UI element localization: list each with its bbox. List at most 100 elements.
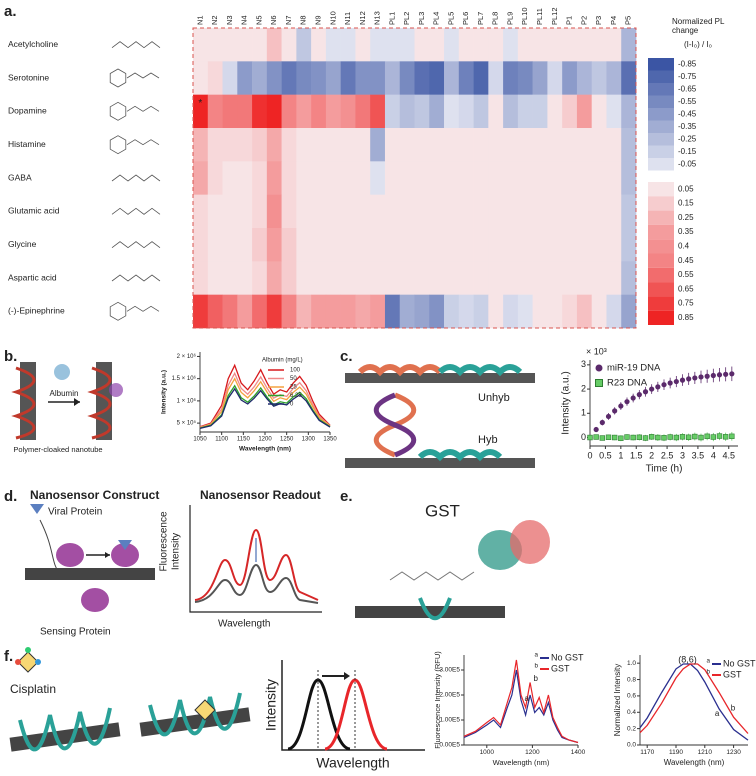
heatmap-cell [340,94,356,129]
legend-swatch [595,364,603,372]
heatmap-cell [370,294,386,329]
column-label: N5 [254,15,263,25]
panel-label: f. [4,648,13,665]
heatmap-cell [281,28,297,62]
panel-label: c. [340,348,353,365]
data-point [624,434,630,440]
x-tick-label: 1400 [571,749,586,756]
dna-strand [357,364,443,377]
cisplatin-icon [194,699,216,721]
heatmap-cell [621,261,637,295]
schematic-label: Hyb [478,434,498,446]
heatmap-cell [296,294,312,329]
heatmap-cell [281,261,297,295]
y-tick-label: 2.00E5 [439,692,460,699]
heatmap-cell [444,228,460,262]
heatmap-cell [532,94,548,129]
heatmap-cell [532,61,548,95]
y-tick-label: 2 [581,383,586,393]
sensing-protein [56,543,84,567]
heatmap-cell [281,228,297,262]
heatmap-cell [399,294,415,329]
data-point [673,434,680,441]
heatmap-cell [458,28,474,62]
heatmap-cell [325,294,341,329]
heatmap-cell [473,94,489,129]
heatmap-cell [193,161,209,195]
column-label: PL3 [417,12,426,25]
heatmap-cell [576,294,592,329]
column-label: P1 [565,16,574,25]
colorbar-label: 0.75 [678,299,694,308]
colorbar-swatch [648,296,674,311]
colorbar-label: -0.85 [678,59,697,68]
heatmap-cell [517,94,533,129]
heatmap-cell [429,28,445,62]
colorbar-swatch [648,239,674,254]
x-tick-label: 3 [680,450,685,460]
molecule-ring [109,101,127,121]
legend-label: GST [551,663,570,673]
heatmap-cell [384,294,401,329]
y-tick-label: 0.6 [627,693,636,700]
heatmap-cell [207,61,223,95]
heatmap-cell [429,228,445,262]
heatmap-cell [503,94,519,129]
heatmap-cell [340,128,356,162]
heatmap-cell [281,194,297,229]
heatmap-cell [399,28,415,62]
colorbar-label: -0.35 [678,122,697,131]
heatmap-cell [296,261,312,295]
heatmap-cell [503,228,519,262]
schematic-label: Albumin [50,389,79,398]
heatmap-cell [488,161,504,195]
heatmap-cell [384,261,401,295]
heatmap-cell [311,261,327,295]
heatmap-cell [591,161,607,195]
heatmap-cell [252,161,268,195]
cell-annotation: * [198,98,202,109]
colorbar-swatch [648,70,674,83]
heatmap-cell [444,94,460,129]
colorbar-label: 0.4 [678,241,690,250]
heatmap-cell [193,128,209,162]
heatmap-cell [296,161,312,195]
spectrum-after [324,678,388,751]
data-point [704,373,710,379]
legend-label: 6.25 [290,393,302,399]
heatmap-cell [517,294,533,329]
heatmap-cell [532,261,548,295]
heatmap-cell [547,161,563,195]
heatmap-cell [311,161,327,195]
chart-annotation: (8,6) [678,654,697,664]
heatmap-cell [266,161,282,195]
heatmap-cell [311,294,327,329]
data-point [661,382,667,388]
data-point [698,374,704,380]
heatmap-cell [370,194,386,229]
f-schematic: Cisplatin Intensity Wavelength [9,647,425,771]
heatmap-cell [562,28,578,62]
schematic-label: Unhyb [478,392,510,404]
colorbar-label: -0.15 [678,147,697,156]
heatmap-cell [325,94,341,129]
heatmap-cell [621,128,637,162]
data-point [685,434,692,440]
data-point [618,403,624,409]
heatmap-cell [193,194,209,229]
data-point [698,434,704,441]
heatmap-cell [370,94,386,129]
heatmap-cell [591,128,607,162]
y-axis-title: Intensity (a.u.) [561,371,572,434]
heatmap-cell [207,261,223,295]
heatmap-cell [222,94,238,129]
heatmap-cell [399,194,415,229]
heatmap-cell [503,194,519,229]
heatmap-cell [252,228,268,262]
legend-label: 25 [290,385,297,391]
spectrum-before [287,678,351,751]
colorbar-label: -0.55 [678,97,697,106]
legend-label: R23 DNA [607,378,648,389]
colorbar-swatch [648,210,674,225]
x-tick-label: 2.5 [661,450,674,460]
